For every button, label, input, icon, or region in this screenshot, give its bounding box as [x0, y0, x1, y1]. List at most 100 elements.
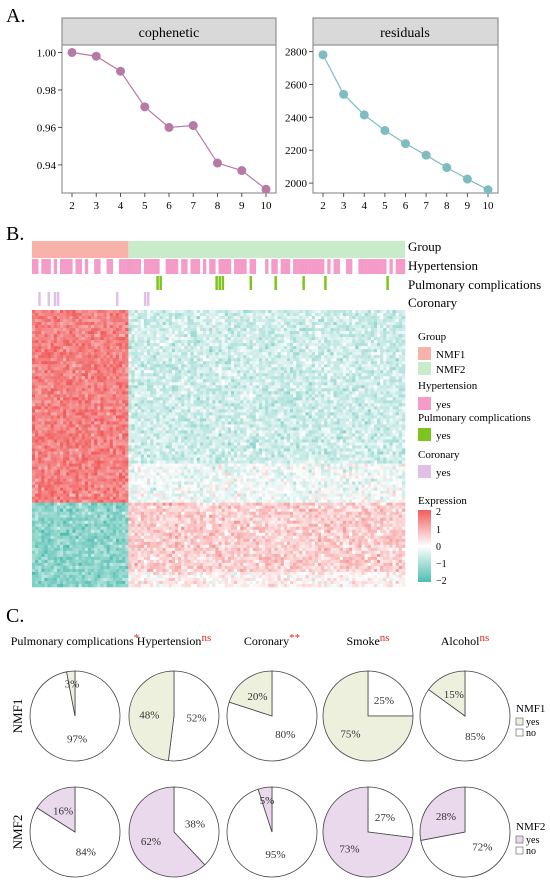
x-tick-label: 8	[444, 200, 450, 212]
legend-hypertension-title: Hypertension	[418, 380, 478, 392]
annotation-label-pulmonary: Pulmonary complications	[408, 277, 541, 292]
pie-slice-no	[367, 786, 414, 839]
row-label-nmf1: NMF1	[10, 699, 25, 734]
data-point	[421, 150, 431, 160]
coronary-annotation-bar	[38, 292, 150, 306]
pie-label-yes: 48%	[139, 709, 159, 721]
expression-tick-2: 2	[436, 507, 441, 518]
pie-slice-yes	[428, 670, 466, 717]
pie-slice-no	[367, 670, 414, 717]
pie-legend-nmf2-yes: yes	[526, 835, 539, 846]
heatmap-cells	[32, 310, 406, 588]
pie-label-no: 72%	[472, 841, 492, 853]
pie-slice-yes	[322, 670, 414, 762]
annotation-label-hypertension: Hypertension	[408, 258, 479, 273]
pie-label-no: 27%	[375, 812, 395, 824]
pie-variable-header: Coronary**	[244, 632, 300, 648]
expression-tick-0: 0	[436, 542, 441, 553]
legend-expression-title: Expression	[418, 495, 467, 507]
pie-label-no: 80%	[275, 729, 295, 741]
pie-label-yes: 16%	[53, 805, 73, 817]
data-point	[116, 66, 125, 76]
residuals-plot-area	[312, 44, 499, 194]
y-tick-label: 0.96	[37, 122, 57, 134]
x-tick-label: 2	[320, 200, 326, 212]
y-tick-label: 2600	[285, 79, 308, 91]
pie-variable-header: Smokens	[346, 632, 389, 648]
significance-mark: ns	[201, 632, 211, 644]
pie-label-yes: 75%	[340, 729, 360, 741]
legend-group-title: Group	[418, 331, 447, 343]
legend-coronary-label: yes	[436, 467, 451, 479]
pie-slice-no	[173, 786, 220, 866]
annotation-label-coronary: Coronary	[408, 295, 458, 310]
pie-label-no: 52%	[186, 712, 206, 724]
x-tick-label: 7	[423, 200, 429, 212]
x-tick-label: 7	[191, 200, 197, 212]
legend-nmf2-swatch	[418, 362, 431, 375]
expression-tick-neg2: −2	[436, 576, 447, 587]
x-tick-label: 10	[261, 200, 273, 212]
data-point	[380, 126, 390, 136]
pie-legend-nmf2-title: NMF2	[516, 821, 545, 833]
heatmap-legend: Group NMF1 NMF2 Hypertension yes Pulmona…	[418, 331, 531, 587]
pie-slice-yes	[257, 786, 273, 833]
x-tick-label: 5	[142, 200, 148, 212]
legend-coronary-title: Coronary	[418, 449, 460, 461]
pie-legend-nmf2-no-swatch	[515, 846, 524, 855]
significance-mark: ns	[380, 632, 390, 644]
pie-legend-nmf2: NMF2 yes no	[515, 821, 545, 857]
expression-colorbar	[418, 510, 431, 582]
pie-label-no: 38%	[185, 819, 205, 831]
legend-hypertension-label: yes	[436, 399, 451, 411]
y-tick-label: 2200	[285, 145, 308, 157]
legend-coronary-swatch	[418, 465, 431, 478]
row-label-nmf2: NMF2	[10, 815, 25, 850]
pie-variable-name: Alcohol	[441, 634, 480, 648]
data-point	[442, 163, 452, 173]
data-point	[164, 122, 174, 132]
annotation-label-group: Group	[408, 239, 441, 254]
y-tick-label: 2000	[285, 178, 308, 190]
pie-variable-name: Pulmonary complications	[11, 634, 134, 648]
y-tick-label: 0.98	[37, 85, 57, 97]
pie-label-yes: 15%	[444, 689, 464, 701]
pie-label-yes: 28%	[436, 811, 456, 823]
pie-legend-nmf1-yes: yes	[526, 717, 539, 728]
pie-slice-no	[167, 670, 220, 762]
data-point	[318, 50, 328, 60]
pie-slice-yes	[322, 786, 414, 878]
pie-slice-yes	[36, 786, 76, 833]
data-point	[261, 184, 271, 194]
significance-mark: **	[289, 632, 300, 644]
data-point	[462, 174, 472, 184]
data-point	[339, 89, 349, 99]
pie-slice-yes	[128, 786, 206, 878]
pie-slice-yes	[228, 670, 273, 717]
pie-legend-nmf1-no-swatch	[515, 728, 524, 737]
group-annotation-bar	[32, 241, 405, 258]
x-tick-label: 2	[69, 200, 75, 212]
x-tick-label: 9	[465, 200, 471, 212]
pie-variable-header: Alcoholns	[441, 632, 489, 648]
y-tick-label: 2800	[285, 47, 308, 59]
x-tick-label: 8	[215, 200, 221, 212]
cophenetic-title: cophenetic	[139, 26, 200, 41]
pie-legend-nmf2-no: no	[526, 846, 536, 857]
pie-label-yes: 62%	[141, 836, 161, 848]
x-tick-label: 6	[166, 200, 172, 212]
expression-tick-neg1: −1	[436, 559, 447, 570]
data-point	[401, 139, 410, 149]
pie-legend-nmf1: NMF1 yes no	[515, 703, 545, 739]
pie-variable-header: Hypertensionns	[137, 632, 211, 648]
pie-label-yes: 20%	[247, 691, 267, 703]
y-tick-label: 2400	[285, 112, 308, 124]
data-point	[483, 185, 493, 195]
pie-label-no: 85%	[465, 731, 485, 743]
pie-label-no: 84%	[76, 847, 96, 859]
data-point	[67, 47, 77, 57]
pie-label-yes: 5%	[260, 795, 275, 807]
significance-mark: *	[134, 632, 140, 644]
x-tick-label: 3	[94, 200, 100, 212]
